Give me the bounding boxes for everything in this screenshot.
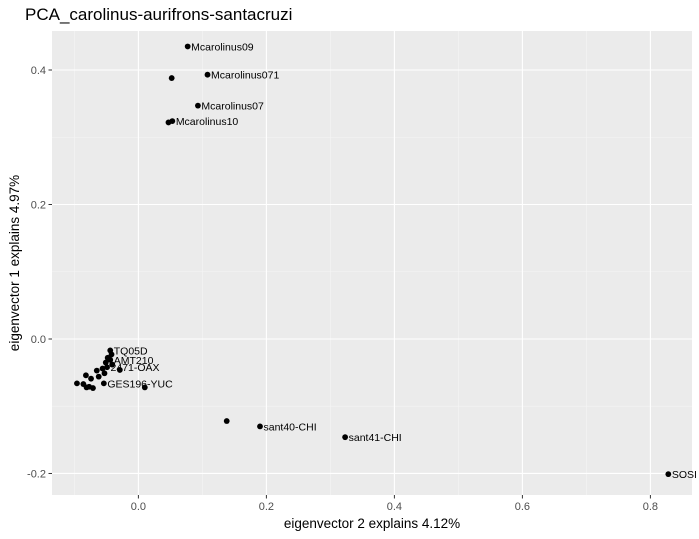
data-point <box>223 418 230 424</box>
plot-panel <box>52 31 692 495</box>
y-tick-label: 0.2 <box>31 199 46 211</box>
data-point <box>195 102 201 109</box>
y-axis-ticks: -0.2 0.0 0.2 0.4 <box>27 65 52 480</box>
y-tick-label: 0.0 <box>31 334 46 346</box>
data-point <box>90 385 96 391</box>
data-point <box>83 372 89 379</box>
point-label: TQ05D <box>114 345 148 357</box>
data-point <box>204 71 211 78</box>
point-label: Mcarolinus07 <box>201 101 264 113</box>
data-point <box>95 373 102 380</box>
x-tick-label: 0.4 <box>387 501 402 513</box>
data-points <box>74 43 672 478</box>
x-tick-label: 0.8 <box>643 501 658 513</box>
point-label: 2471-OAX <box>111 362 160 374</box>
point-label: Mcarolinus071 <box>211 70 279 82</box>
data-point <box>116 367 123 373</box>
data-point <box>102 359 109 366</box>
point-label: sant41-CHI <box>349 432 402 444</box>
point-label: Mcarolinus09 <box>191 41 254 53</box>
x-tick-label: 0.0 <box>131 501 146 513</box>
data-point <box>74 380 80 387</box>
data-point <box>184 43 191 50</box>
data-point <box>88 375 94 382</box>
data-point <box>100 380 107 387</box>
data-point <box>141 384 148 391</box>
point-label: Mcarolinus10 <box>176 116 239 128</box>
data-point <box>257 423 263 430</box>
point-label: AMT210 <box>114 355 154 367</box>
chart-title: PCA_carolinus-aurifrons-santacruzi <box>25 5 292 24</box>
x-tick-label: 0.2 <box>259 501 274 513</box>
x-axis-title: eigenvector 2 explains 4.12% <box>284 516 460 531</box>
data-point <box>168 75 175 81</box>
data-point <box>104 364 110 371</box>
data-point <box>665 471 672 478</box>
point-label: SOSI <box>672 469 697 481</box>
data-point <box>107 356 114 363</box>
data-point <box>99 365 106 372</box>
x-tick-label: 0.6 <box>515 501 530 513</box>
data-point <box>169 118 176 125</box>
point-label: sant40-CHI <box>264 421 317 433</box>
y-tick-label: -0.2 <box>27 468 46 480</box>
point-label: GES196-YUC <box>107 378 173 390</box>
y-tick-label: 0.4 <box>31 65 46 77</box>
grid-minor <box>52 31 692 495</box>
x-axis-ticks: 0.0 0.2 0.4 0.6 0.8 <box>131 495 658 513</box>
data-point <box>101 370 108 377</box>
data-point <box>83 384 90 391</box>
data-point <box>93 367 100 374</box>
grid-major <box>52 31 692 495</box>
data-point <box>342 434 349 441</box>
y-axis-title: eigenvector 1 explains 4.97% <box>7 175 22 351</box>
point-labels: Mcarolinus09 Mcarolinus071 Mcarolinus07 Mca… <box>107 41 697 481</box>
data-point <box>108 351 115 358</box>
data-point <box>109 361 116 368</box>
